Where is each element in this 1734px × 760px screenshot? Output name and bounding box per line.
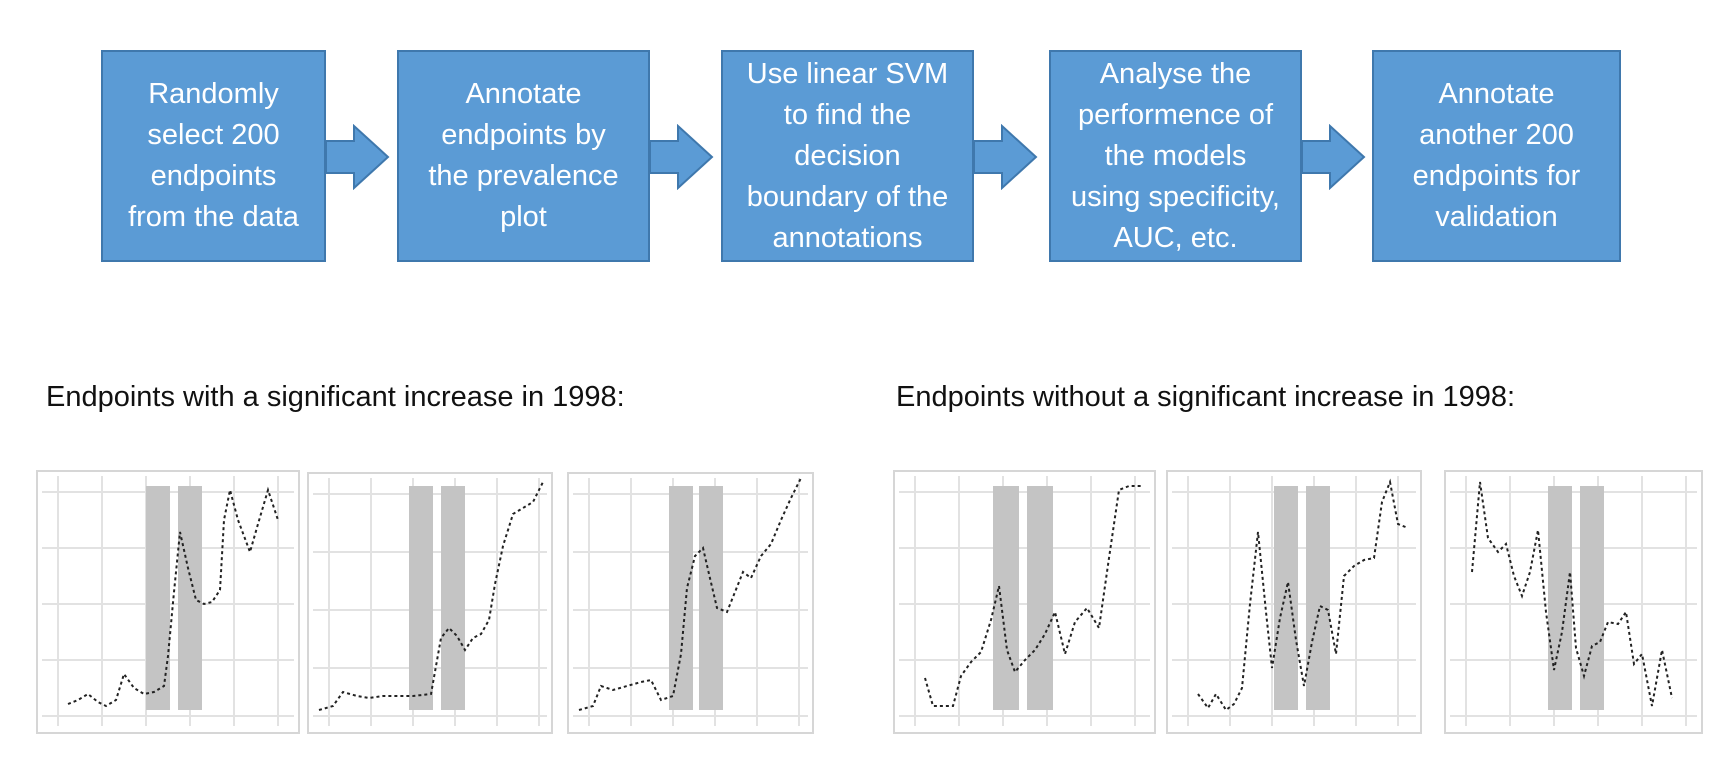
pipeline-step-4: Analyse the performence of the models us… <box>1049 50 1302 262</box>
pipeline-step-1-label: Randomly select 200 endpoints from the d… <box>128 78 299 233</box>
prevalence-plot-thumbnail <box>1166 470 1422 734</box>
pipeline-step-4-label: Analyse the performence of the models us… <box>1071 57 1280 254</box>
pipeline-step-5: Annotate another 200 endpoints for valid… <box>1372 50 1621 262</box>
arrow-right-icon <box>1302 124 1366 190</box>
pipeline-step-3-label: Use linear SVM to find the decision boun… <box>746 57 949 254</box>
pipeline-step-5-label: Annotate another 200 endpoints for valid… <box>1412 78 1581 233</box>
prevalence-plot-thumbnail <box>567 472 814 734</box>
pipeline-step-2: Annotate endpoints by the prevalence plo… <box>397 50 650 262</box>
arrow-right-icon <box>974 124 1038 190</box>
prevalence-plot-thumbnail <box>307 472 553 734</box>
pipeline-step-3: Use linear SVM to find the decision boun… <box>721 50 974 262</box>
without-increase-title: Endpoints without a significant increase… <box>896 381 1516 413</box>
arrow-right-icon <box>650 124 714 190</box>
pipeline-step-1: Randomly select 200 endpoints from the d… <box>101 50 326 262</box>
with-increase-title: Endpoints with a significant increase in… <box>46 381 625 413</box>
arrow-right-icon <box>326 124 390 190</box>
prevalence-plot-thumbnail <box>36 470 300 734</box>
prevalence-plot-thumbnail <box>1444 470 1703 734</box>
pipeline-step-2-label: Annotate endpoints by the prevalence plo… <box>428 78 619 233</box>
prevalence-plot-thumbnail <box>893 470 1156 734</box>
